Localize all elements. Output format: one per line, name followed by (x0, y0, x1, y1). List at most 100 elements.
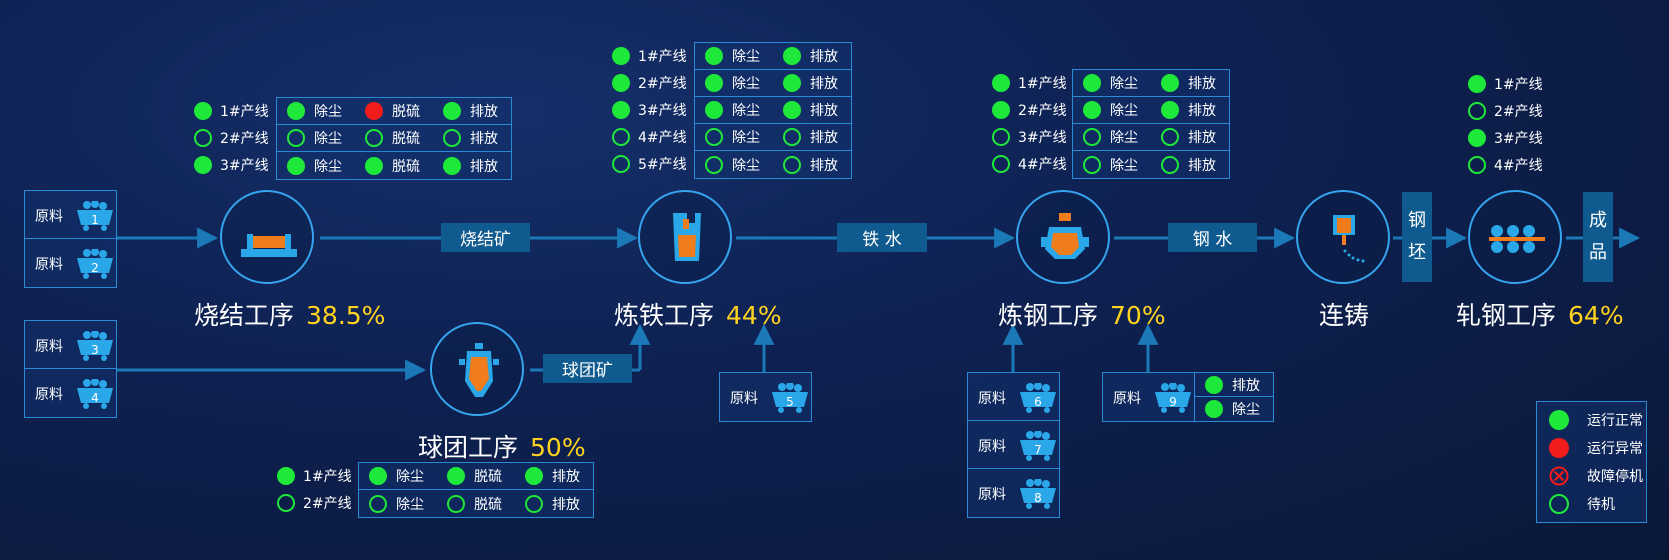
pellet-process-title: 球团工序 50% (418, 428, 586, 464)
raw-number: 1 (91, 213, 99, 227)
status-dot (783, 47, 801, 65)
raw-number: 6 (1034, 395, 1042, 409)
raw-number: 3 (91, 343, 99, 357)
status-dot (992, 154, 1010, 173)
legend-label: 运行异常 (1587, 441, 1643, 457)
cell-label: 除尘 (314, 131, 342, 147)
status-dot (369, 494, 387, 513)
raw-material-group-1: 原料 1 原料 2 (24, 190, 117, 288)
line-label: 1#产线 (303, 468, 352, 485)
pellet-row-2: 除尘 脱硫 排放 (359, 490, 593, 517)
product-char: 品 (1589, 242, 1607, 263)
line-label: 3#产线 (220, 157, 269, 174)
cell-label: 排放 (1232, 377, 1260, 394)
status-dot (783, 74, 801, 92)
molten-steel-label: 钢 水 (1168, 223, 1257, 252)
status-dot (783, 155, 801, 174)
raw-label: 原料 (35, 209, 63, 225)
process-name: 连铸 (1319, 301, 1370, 330)
steel-process-title: 炼钢工序 70% (998, 296, 1166, 332)
raw9-row-2: 除尘 (1195, 397, 1273, 421)
status-dot (705, 74, 723, 92)
rolling-process-node[interactable] (1468, 190, 1562, 284)
iron-line-4: 4#产线 (612, 123, 687, 150)
rolling-mill-icon (1489, 225, 1545, 253)
steel-process-node[interactable] (1016, 190, 1110, 284)
casting-process-node[interactable] (1296, 190, 1390, 284)
sinter-process-node[interactable] (220, 190, 314, 284)
status-dot (1161, 155, 1179, 174)
status-dot (194, 128, 212, 147)
status-dot (992, 100, 1010, 119)
cell-label: 除尘 (1110, 130, 1138, 146)
casting-process-title: 连铸 (1319, 296, 1369, 332)
line-label: 2#产线 (1494, 103, 1543, 120)
status-dot (525, 467, 543, 485)
status-dot (365, 102, 383, 120)
legend-label: 运行正常 (1587, 413, 1643, 429)
sinter-ore-label: 烧结矿 (441, 223, 530, 252)
molten-iron-label: 铁 水 (837, 223, 927, 252)
status-dot (992, 73, 1010, 92)
status-dot (194, 155, 212, 174)
cell-label: 排放 (552, 469, 580, 485)
cell-label: 除尘 (396, 496, 424, 513)
product-label: 成 品 (1583, 192, 1613, 282)
status-dot (1468, 74, 1486, 93)
status-dot (783, 128, 801, 146)
legend-abnormal: 运行异常 (1537, 434, 1646, 462)
raw-material-1: 原料 1 (25, 191, 116, 239)
pellet-process-node[interactable] (430, 322, 524, 416)
legend-normal: 运行正常 (1537, 406, 1646, 434)
process-percent: 70% (1110, 301, 1166, 330)
pellet-row-1: 除尘 脱硫 排放 (359, 463, 593, 490)
mine-cart-icon (77, 331, 113, 361)
status-dot (705, 128, 723, 146)
cell-label: 排放 (810, 76, 838, 92)
rolling-line-4: 4#产线 (1468, 151, 1543, 178)
steel-status-table: 除尘 排放 除尘 排放 除尘 排放 除尘 排放 (1072, 69, 1230, 179)
status-dot (277, 466, 295, 485)
raw-number: 8 (1034, 491, 1042, 505)
line-label: 3#产线 (1494, 130, 1543, 147)
steel-line-1: 1#产线 (992, 69, 1067, 96)
raw-number: 9 (1169, 395, 1177, 409)
cell-label: 除尘 (1110, 103, 1138, 119)
cell-label: 脱硫 (392, 131, 420, 147)
raw-material-group-5: 原料 9 (1102, 372, 1195, 422)
pellet-furnace-icon (459, 343, 499, 397)
line-label: 1#产线 (638, 48, 687, 65)
status-dot (1468, 101, 1486, 120)
status-dot (443, 129, 461, 147)
cell-label: 排放 (470, 131, 498, 147)
status-dot (705, 47, 723, 65)
line-label: 4#产线 (1018, 156, 1067, 173)
status-dot (705, 101, 723, 119)
cell-label: 脱硫 (392, 158, 420, 175)
process-percent: 64% (1568, 301, 1624, 330)
iron-line-1: 1#产线 (612, 42, 687, 69)
iron-process-node[interactable] (638, 190, 732, 284)
mine-cart-icon (77, 379, 113, 409)
product-char: 成 (1589, 210, 1607, 231)
steel-row-2: 除尘 排放 (1073, 97, 1229, 124)
line-label: 3#产线 (638, 102, 687, 119)
sinter-row-1: 除尘 脱硫 排放 (277, 98, 511, 125)
iron-row-1: 除尘 排放 (695, 43, 851, 70)
raw-label: 原料 (978, 439, 1006, 455)
raw-number: 7 (1034, 443, 1042, 457)
pellet-line-1: 1#产线 (277, 462, 352, 489)
line-label: 4#产线 (1494, 157, 1543, 174)
line-label: 1#产线 (1018, 75, 1067, 92)
status-dot (1083, 128, 1101, 146)
iron-row-5: 除尘 排放 (695, 151, 851, 178)
raw-material-group-3: 原料 5 (719, 372, 812, 422)
status-dot (705, 155, 723, 174)
status-dot (1083, 155, 1101, 174)
line-label: 2#产线 (303, 495, 352, 512)
rolling-process-title: 轧钢工序 64% (1456, 296, 1624, 332)
raw-label: 原料 (35, 387, 63, 403)
cell-label: 脱硫 (474, 496, 502, 513)
status-dot (612, 154, 630, 173)
